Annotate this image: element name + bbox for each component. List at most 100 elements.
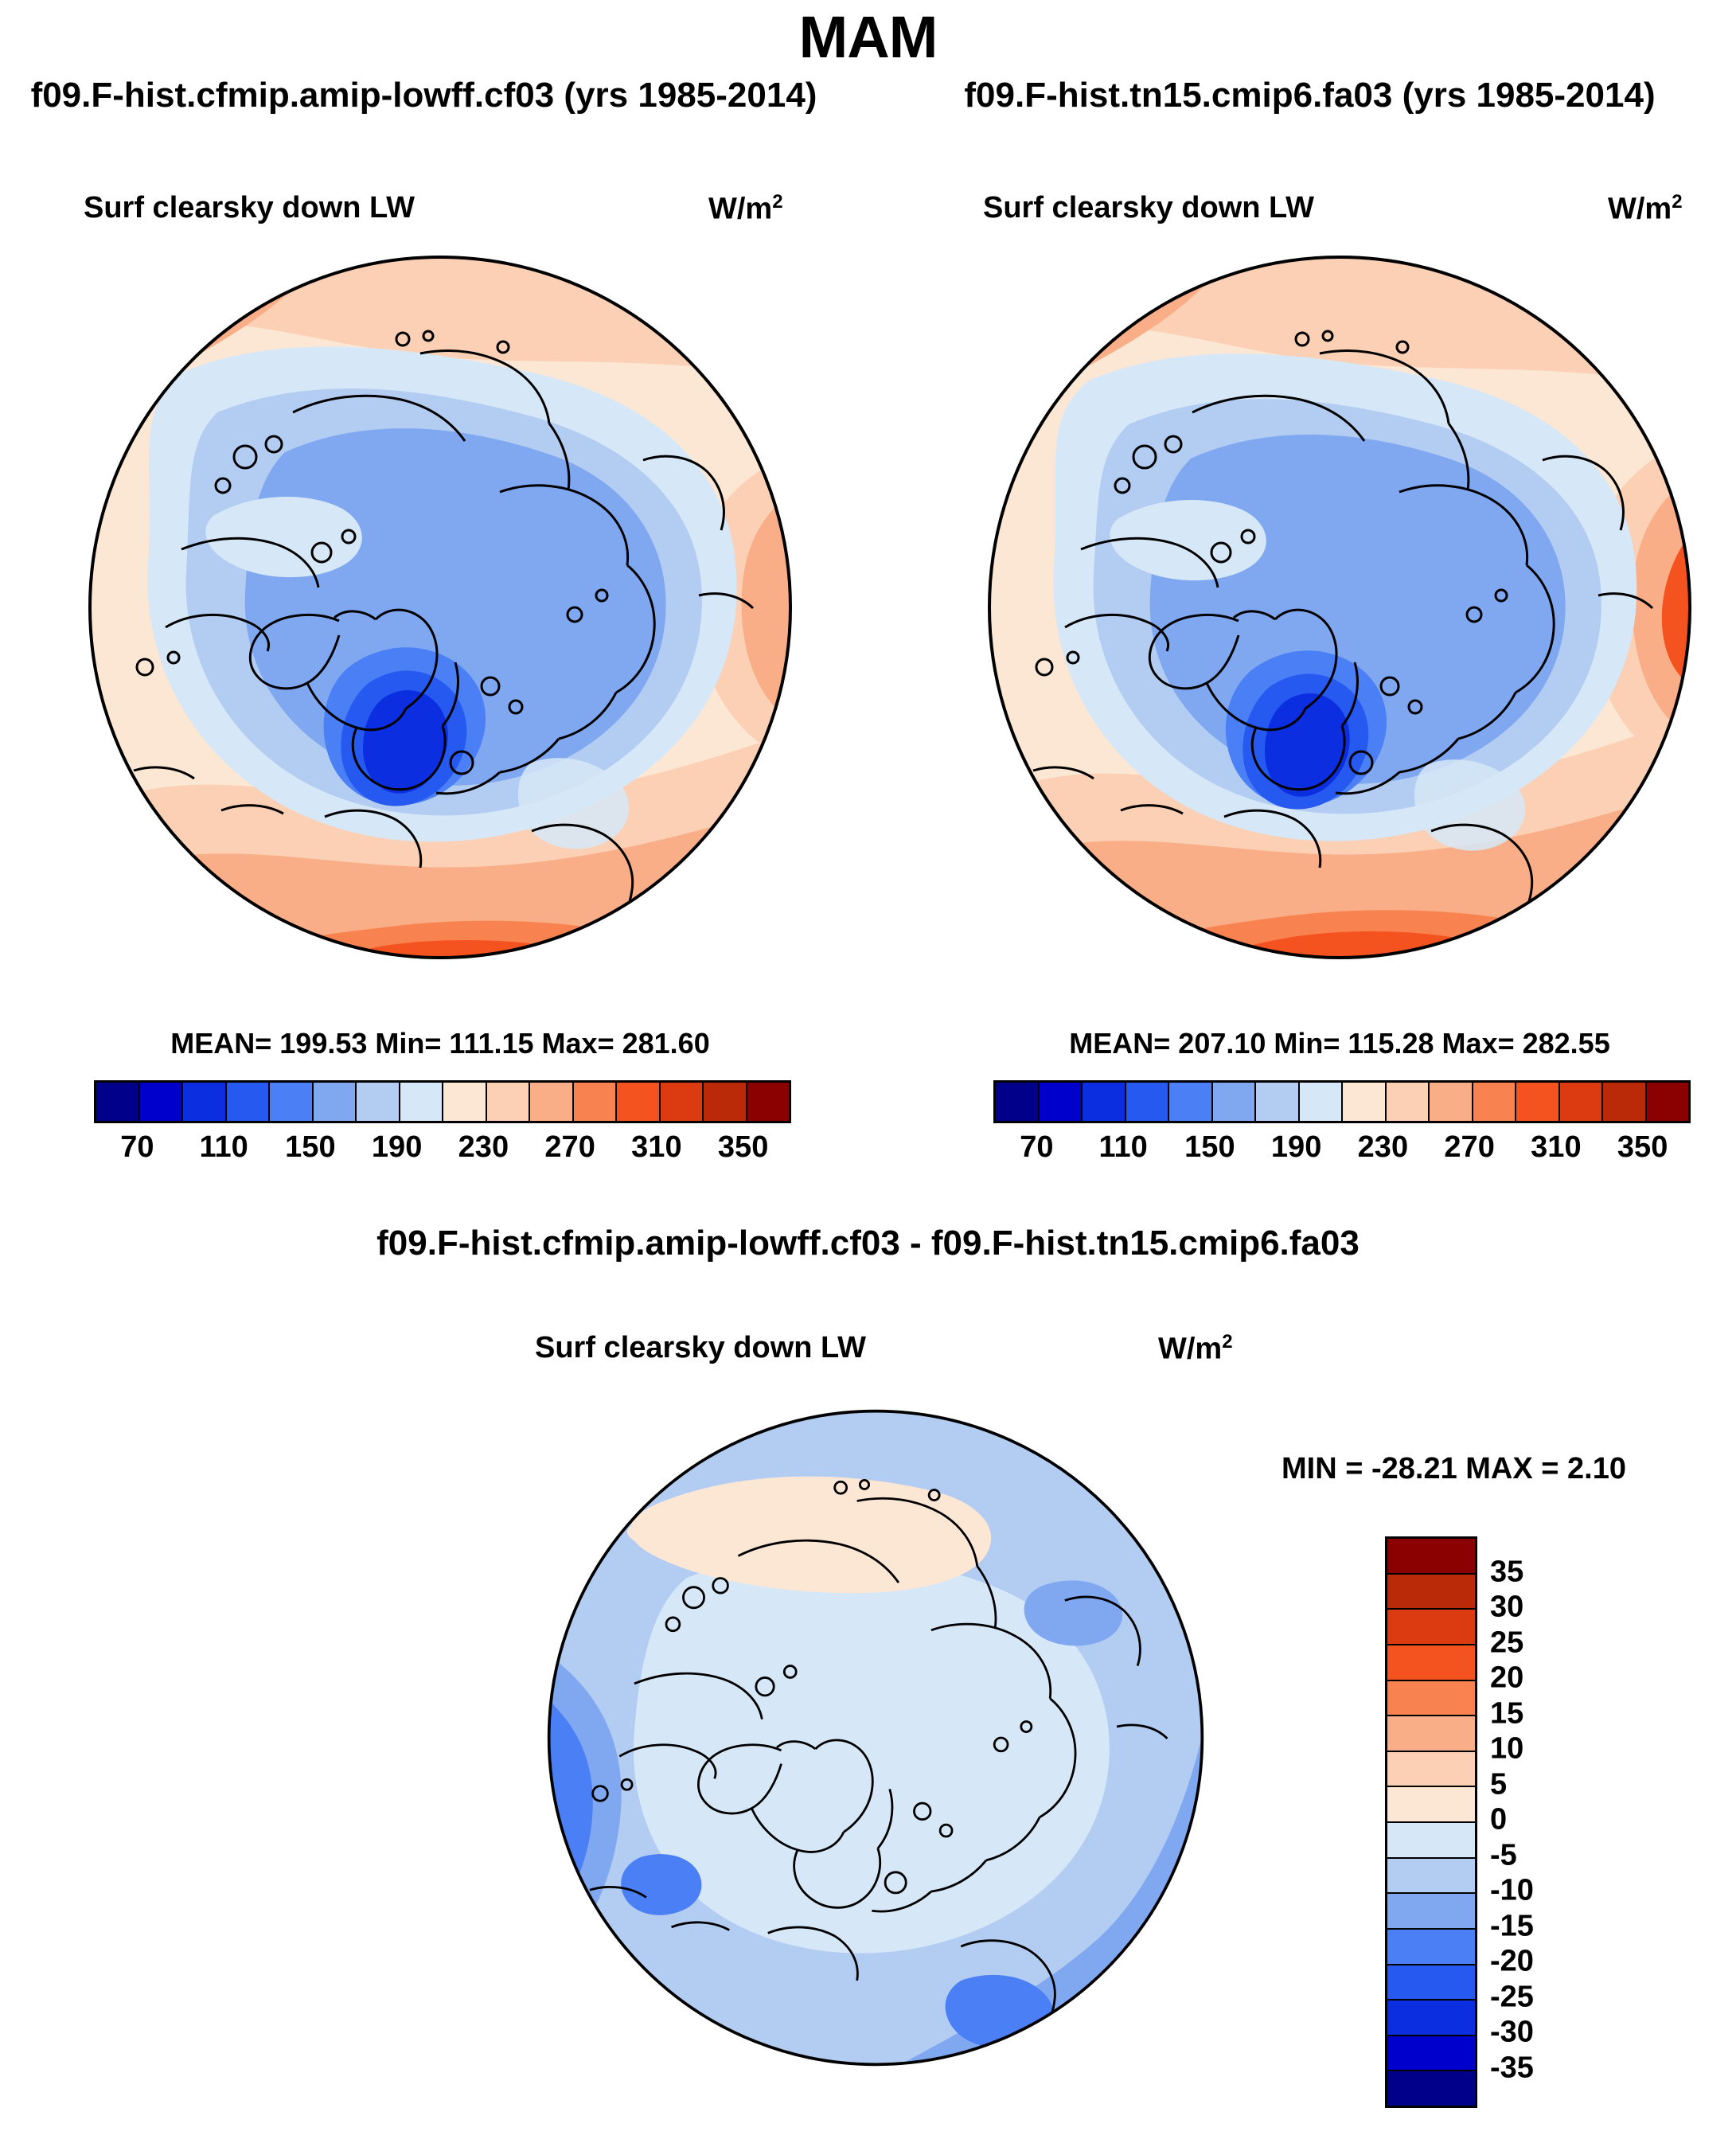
colorbar-band <box>1387 2071 1475 2106</box>
right-variable-label: Surf clearsky down LW <box>983 191 1314 224</box>
colorbar-band <box>1387 1610 1475 1645</box>
colorbar-band <box>1387 2036 1475 2072</box>
left-map-coastlines <box>133 330 755 946</box>
colorbar-band <box>1603 1083 1647 1121</box>
colorbar-tick-label: 35 <box>1490 1555 1524 1588</box>
left-stats: MEAN= 199.53 Min= 111.15 Max= 281.60 <box>170 1027 710 1060</box>
colorbar-tick-label: 190 <box>371 1130 423 1164</box>
left-map-svg <box>88 256 792 959</box>
diff-minmax-label: MIN = -28.21 MAX = 2.10 <box>1282 1452 1626 1485</box>
difference-map-coastlines <box>589 1478 1168 2053</box>
colorbar-band <box>313 1083 357 1121</box>
left-colorbar <box>94 1080 791 1123</box>
colorbar-tick-label: 30 <box>1490 1590 1524 1624</box>
left-map <box>86 253 794 962</box>
colorbar-tick-label: 190 <box>1270 1130 1322 1164</box>
colorbar-tick-label: -30 <box>1490 2015 1534 2049</box>
page-title: MAM <box>798 4 938 70</box>
left-case-title: f09.F-hist.cfmip.amip-lowff.cf03 (yrs 19… <box>30 76 817 115</box>
colorbar-band <box>573 1083 617 1121</box>
colorbar-tick-label: 230 <box>1357 1130 1409 1164</box>
colorbar-band <box>443 1083 487 1121</box>
diff-units-exponent: 2 <box>1222 1331 1233 1353</box>
right-units-text: W/m <box>1608 192 1672 226</box>
colorbar-band <box>1125 1083 1169 1121</box>
colorbar-band <box>1387 1787 1475 1823</box>
right-colorbar <box>993 1080 1691 1123</box>
colorbar-band <box>1387 1823 1475 1859</box>
colorbar-band <box>1387 2001 1475 2036</box>
colorbar-band <box>1386 1083 1430 1121</box>
colorbar-tick-label: 110 <box>1098 1130 1148 1164</box>
colorbar-tick-label: 150 <box>1184 1130 1235 1164</box>
colorbar-band <box>400 1083 443 1121</box>
colorbar-band <box>1083 1083 1126 1121</box>
colorbar-band <box>1387 1929 1475 1965</box>
colorbar-band <box>1646 1083 1688 1121</box>
colorbar-tick-label: 0 <box>1490 1802 1508 1837</box>
colorbar-tick-label: 5 <box>1490 1767 1508 1801</box>
right-map-field <box>989 257 1690 958</box>
colorbar-tick-label: 20 <box>1490 1661 1524 1695</box>
right-map-limb <box>988 256 1691 959</box>
colorbar-tick-label: -15 <box>1490 1909 1534 1942</box>
colorbar-band <box>1387 1858 1475 1895</box>
colorbar-tick-label: 15 <box>1490 1696 1524 1730</box>
colorbar-band <box>1387 1574 1475 1610</box>
colorbar-band <box>1473 1083 1516 1121</box>
left-units-text: W/m <box>708 192 773 226</box>
colorbar-band <box>1387 1751 1475 1788</box>
left-variable-label: Surf clearsky down LW <box>84 191 415 224</box>
colorbar-band <box>1387 1680 1475 1717</box>
colorbar-band <box>1212 1083 1256 1121</box>
colorbar-tick-label: 270 <box>1444 1130 1495 1164</box>
difference-title: f09.F-hist.cfmip.amip-lowff.cf03 - f09.F… <box>376 1224 1360 1263</box>
right-map-svg <box>988 256 1691 959</box>
colorbar-tick-label: -20 <box>1490 1944 1534 1978</box>
colorbar-tick-label: -25 <box>1490 1980 1534 2013</box>
right-stats: MEAN= 207.10 Min= 115.28 Max= 282.55 <box>1069 1027 1610 1060</box>
colorbar-band <box>1387 1645 1475 1681</box>
colorbar-band <box>357 1083 400 1121</box>
colorbar-band <box>530 1083 574 1121</box>
colorbar-band <box>1430 1083 1473 1121</box>
diff-variable-label: Surf clearsky down LW <box>535 1331 866 1364</box>
colorbar-tick-label: 10 <box>1490 1731 1524 1766</box>
colorbar-band <box>1256 1083 1300 1121</box>
colorbar-band <box>1039 1083 1083 1121</box>
colorbar-tick-label: 230 <box>458 1130 509 1164</box>
colorbar-band <box>1387 1894 1475 1930</box>
colorbar-tick-label: 350 <box>1617 1130 1668 1164</box>
right-units-label: W/m2 <box>1608 191 1683 227</box>
difference-colorbar <box>1385 1536 1477 2108</box>
colorbar-tick-label: 70 <box>1020 1130 1054 1164</box>
colorbar-tick-label: 270 <box>544 1130 595 1164</box>
colorbar-band <box>270 1083 314 1121</box>
difference-map <box>545 1407 1206 2068</box>
colorbar-band <box>1387 1539 1475 1575</box>
colorbar-band <box>1387 1716 1475 1752</box>
colorbar-band <box>1299 1083 1343 1121</box>
colorbar-tick-label: 310 <box>1531 1130 1582 1164</box>
colorbar-band <box>139 1083 183 1121</box>
colorbar-tick-label: -5 <box>1490 1838 1517 1872</box>
difference-map-svg <box>547 1409 1204 2067</box>
right-case-title: f09.F-hist.tn15.cmip6.fa03 (yrs 1985-201… <box>964 76 1656 115</box>
colorbar-band <box>747 1083 789 1121</box>
colorbar-band <box>1343 1083 1387 1121</box>
left-colorbar-labels: 70 110 150 190 230 270 310 350 <box>94 1130 786 1170</box>
colorbar-band <box>1516 1083 1560 1121</box>
colorbar-tick-label: 310 <box>631 1130 682 1164</box>
colorbar-band <box>1169 1083 1213 1121</box>
colorbar-tick-label: 25 <box>1490 1626 1524 1659</box>
colorbar-tick-label: 110 <box>199 1130 248 1164</box>
left-map-limb <box>88 256 792 959</box>
colorbar-tick-label: 70 <box>120 1130 154 1164</box>
right-units-exponent: 2 <box>1672 191 1683 213</box>
colorbar-band <box>996 1083 1040 1121</box>
colorbar-band <box>1387 1965 1475 2001</box>
colorbar-band <box>617 1083 661 1121</box>
colorbar-band <box>226 1083 270 1121</box>
left-units-exponent: 2 <box>772 191 783 213</box>
colorbar-band <box>183 1083 227 1121</box>
